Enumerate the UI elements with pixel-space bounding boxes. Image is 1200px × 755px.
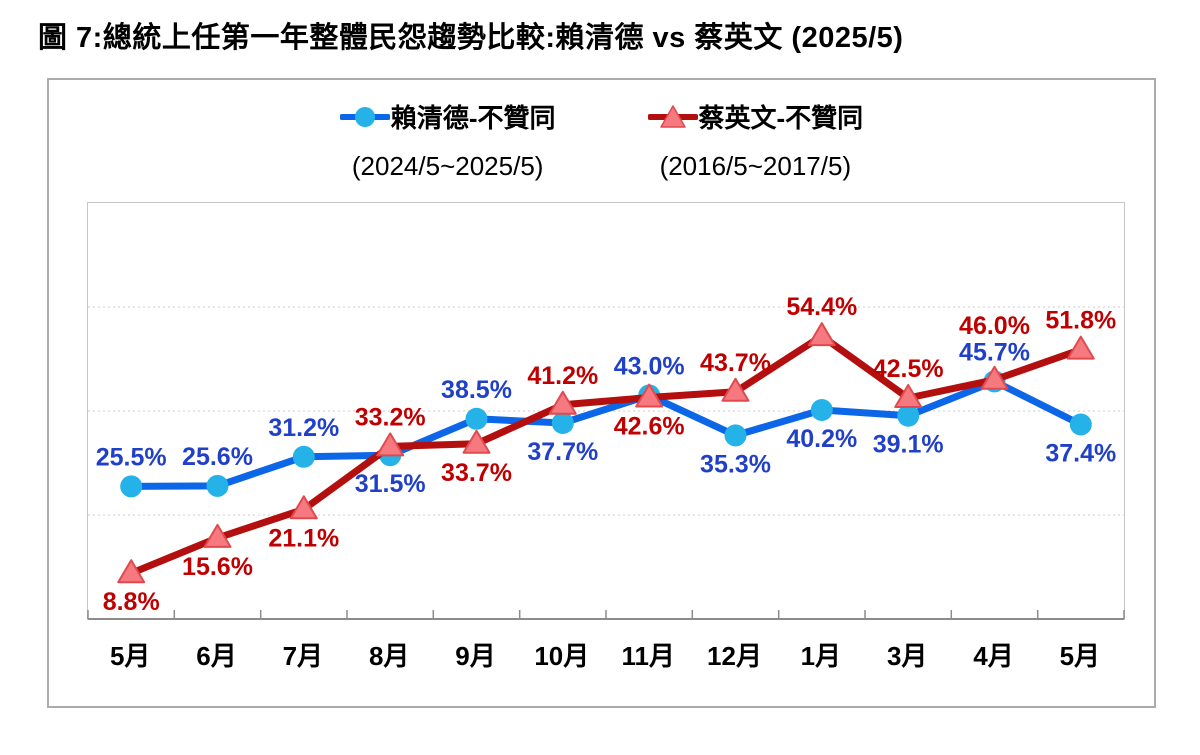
tsai-point-marker — [376, 432, 405, 457]
x-axis-label: 1月 — [800, 641, 842, 671]
tsai-data-label: 42.6% — [614, 413, 685, 441]
lai-point-marker — [724, 424, 747, 447]
lai-series-line — [127, 377, 1085, 490]
tsai-point-marker — [721, 377, 750, 402]
tsai-data-label: 21.1% — [268, 524, 339, 552]
tsai-point-marker — [203, 523, 232, 548]
trend-chart: 25.5% 25.6% 31.2% 31.5% 38.5% 37.7% 43.0% 35.3%… — [87, 293, 1125, 620]
x-axis-label: 9月 — [455, 641, 496, 671]
tsai-data-label: 33.7% — [441, 459, 512, 487]
tsai-point-marker — [807, 322, 836, 347]
tsai-series-legend-marker-icon — [647, 104, 698, 129]
tsai-data-label: 43.7% — [700, 349, 771, 377]
legend-item-lai: 賴清德-不贊同 (2024/5~2025/5) — [339, 98, 556, 182]
x-axis-label: 5月 — [109, 641, 151, 671]
tsai-point-marker — [1066, 335, 1095, 360]
tsai-data-label: 51.8% — [1045, 307, 1116, 335]
tsai-point-marker — [894, 384, 923, 408]
tsai-series-line — [127, 332, 1085, 577]
lai-point-marker — [120, 475, 143, 498]
x-axis-label: 3月 — [886, 641, 928, 671]
legend-period-lai: (2024/5~2025/5) — [351, 151, 544, 181]
lai-data-label: 45.7% — [959, 338, 1030, 366]
tsai-data-label: 15.6% — [182, 553, 253, 581]
lai-data-label: 31.5% — [355, 470, 426, 498]
lai-point-marker — [1069, 413, 1092, 436]
tsai-point-marker — [462, 429, 491, 454]
legend-item-tsai: 蔡英文-不贊同 (2016/5~2017/5) — [647, 98, 864, 182]
lai-point-marker — [292, 445, 315, 468]
x-axis-label: 5月 — [1059, 641, 1101, 671]
lai-series-legend-marker-icon — [339, 105, 390, 129]
lai-data-label: 37.7% — [527, 438, 598, 466]
lai-data-label: 37.4% — [1045, 440, 1116, 468]
lai-data-label: 31.2% — [268, 414, 339, 442]
x-axis-label: 11月 — [621, 641, 675, 671]
x-axis-label: 8月 — [368, 641, 410, 671]
x-axis-label: 6月 — [196, 641, 237, 671]
tsai-point-marker — [289, 495, 318, 520]
lai-point-marker — [897, 404, 920, 427]
legend-label-tsai: 蔡英文-不贊同 — [698, 103, 864, 133]
legend-period-tsai: (2016/5~2017/5) — [659, 151, 852, 181]
x-axis-label: 4月 — [973, 641, 1014, 671]
tsai-point-marker — [548, 390, 577, 415]
lai-data-label: 25.5% — [96, 443, 167, 471]
lai-data-label: 43.0% — [614, 352, 685, 380]
tsai-data-label: 46.0% — [959, 312, 1030, 340]
chart-panel: 賴清德-不贊同 (2024/5~2025/5) 蔡英文-不贊同 (2016/5~… — [47, 78, 1156, 708]
legend: 賴清德-不贊同 (2024/5~2025/5) 蔡英文-不贊同 (2016/5~… — [49, 98, 1154, 182]
lai-data-label: 25.6% — [182, 443, 253, 471]
lai-data-label: 40.2% — [786, 425, 857, 453]
lai-point-marker — [206, 474, 229, 497]
lai-data-label: 38.5% — [441, 376, 512, 404]
tsai-data-label: 41.2% — [527, 362, 598, 390]
tsai-point-marker — [117, 559, 146, 584]
legend-label-lai: 賴清德-不贊同 — [390, 103, 556, 133]
tsai-point-marker — [635, 383, 664, 408]
lai-point-marker — [551, 412, 574, 434]
x-axis-label: 10月 — [534, 641, 590, 671]
x-axis-label: 12月 — [707, 641, 762, 671]
tsai-point-marker — [980, 365, 1009, 390]
lai-data-label: 39.1% — [873, 431, 944, 459]
plot-area: 25.5% 25.6% 31.2% 31.5% 38.5% 37.7% 43.0% 35.3%… — [87, 202, 1125, 620]
figure-title: 圖 7:總統上任第一年整體民怨趨勢比較:賴清德 vs 蔡英文 (2025/5) — [38, 22, 904, 54]
tsai-data-label: 33.2% — [355, 403, 426, 431]
x-axis-label: 7月 — [282, 641, 324, 671]
tsai-data-label: 54.4% — [786, 293, 857, 321]
lai-point-marker — [810, 399, 833, 421]
lai-data-label: 35.3% — [700, 450, 771, 478]
tsai-data-label: 8.8% — [103, 588, 160, 616]
lai-point-marker — [465, 407, 488, 430]
tsai-data-label: 42.5% — [873, 355, 944, 383]
x-axis-labels: 5月 6月 7月 8月 9月 10月 11月 12月 1月 3月 4月 5月 — [87, 636, 1123, 674]
